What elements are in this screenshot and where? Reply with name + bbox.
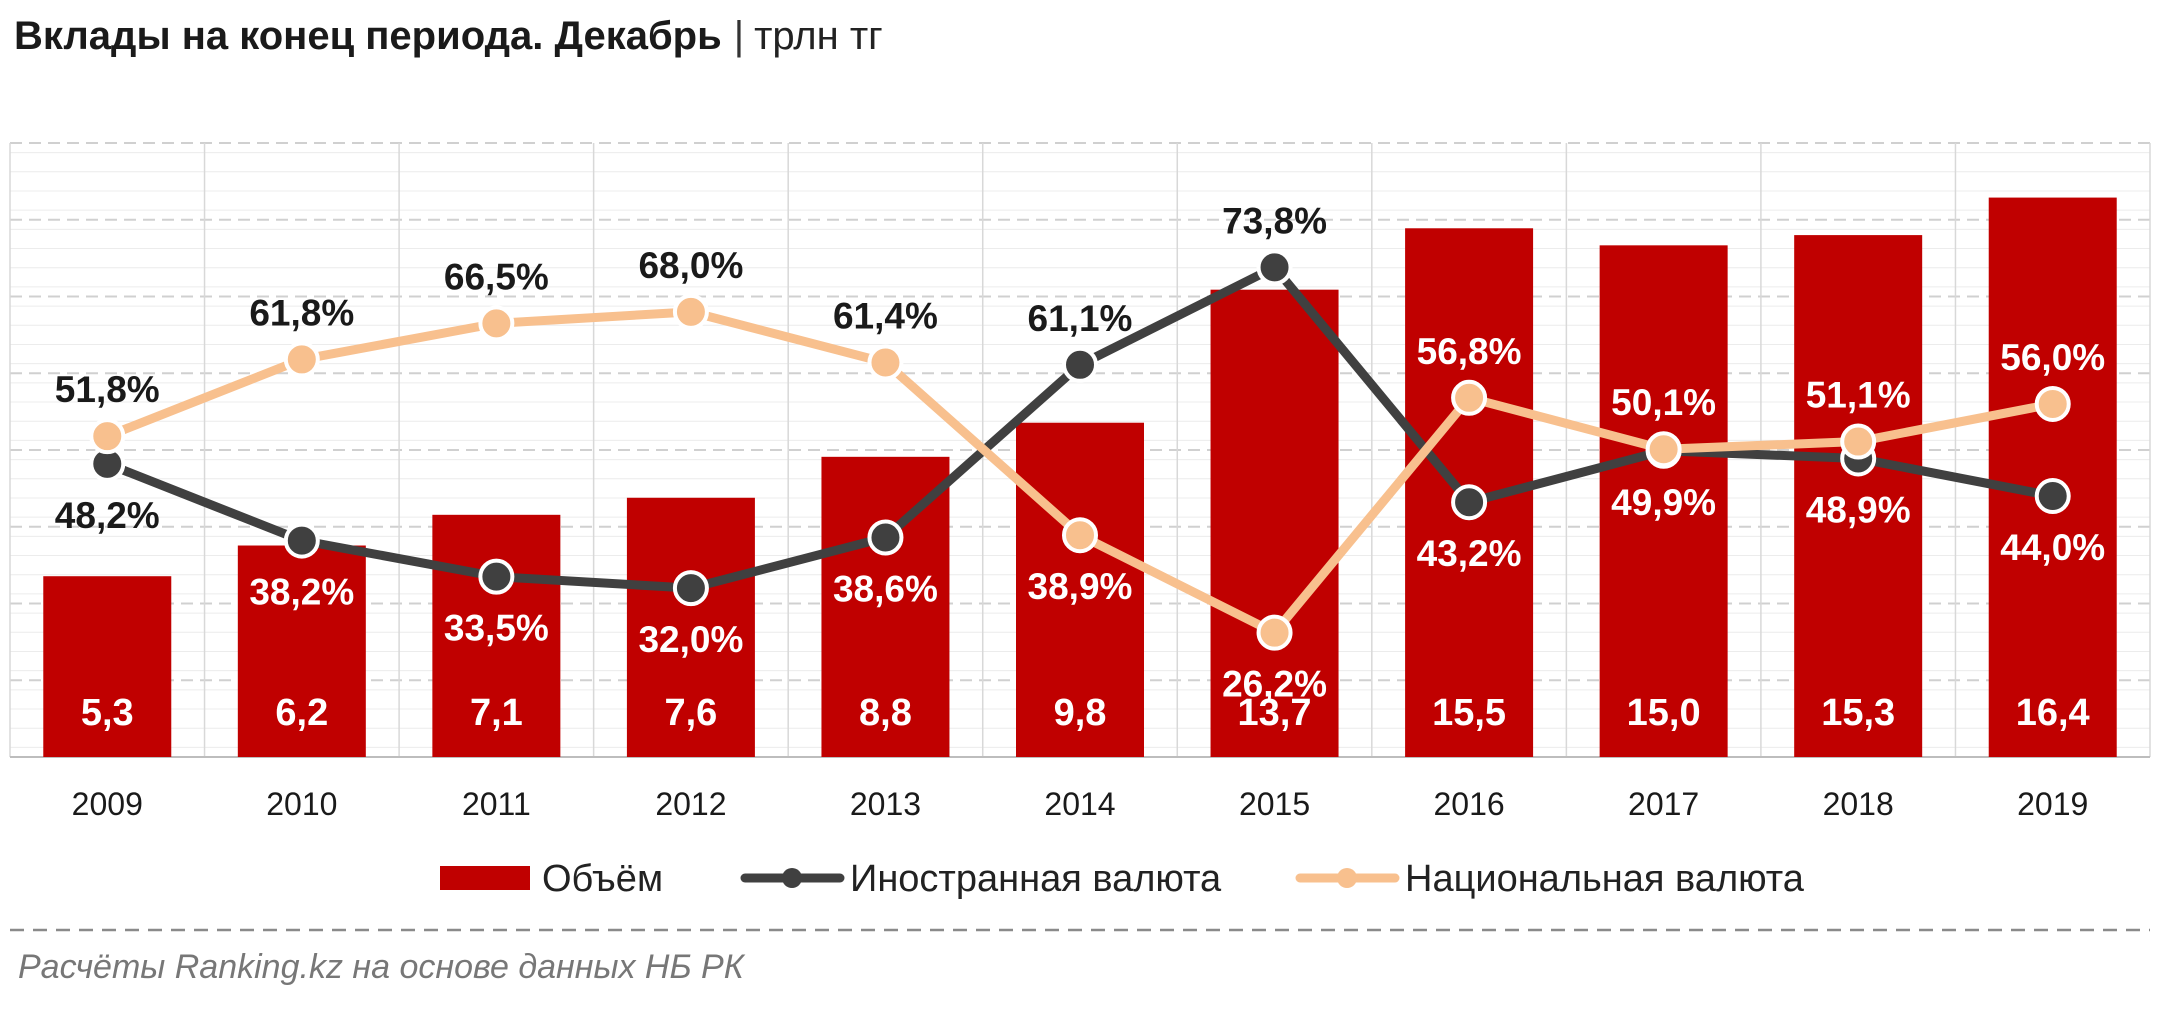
x-tick-2018: 2018 bbox=[1823, 786, 1894, 822]
bar-value-label-2010: 6,2 bbox=[275, 692, 328, 734]
title-text: Вклады на конец периода. Декабрь bbox=[14, 14, 722, 58]
bars bbox=[43, 197, 2117, 758]
bar-2015 bbox=[1210, 289, 1339, 757]
lines bbox=[89, 249, 2071, 651]
foreign-label-2011: 33,5% bbox=[444, 608, 549, 649]
bar-value-label-2015: 13,7 bbox=[1238, 692, 1312, 734]
bar-2014 bbox=[1016, 422, 1144, 757]
bar-value-label-2018: 15,3 bbox=[1821, 692, 1895, 734]
foreign-label-2012: 32,0% bbox=[638, 619, 743, 660]
foreign-label-2018: 48,9% bbox=[1806, 489, 1911, 530]
bar-value-label-2014: 9,8 bbox=[1054, 692, 1107, 734]
national-label-2019: 56,0% bbox=[2000, 337, 2105, 378]
legend-marker bbox=[1337, 868, 1357, 888]
x-tick-2012: 2012 bbox=[655, 786, 726, 822]
x-tick-2017: 2017 bbox=[1628, 786, 1699, 822]
bar-value-label-2009: 5,3 bbox=[81, 692, 134, 734]
bar-value-label-2012: 7,6 bbox=[664, 692, 717, 734]
foreign-point-2010 bbox=[283, 522, 320, 559]
national-point-2016 bbox=[1451, 379, 1488, 416]
national-point-2012 bbox=[672, 293, 709, 330]
title-separator: | bbox=[733, 14, 745, 58]
foreign-point-2019 bbox=[2034, 478, 2071, 515]
chart-title: Вклады на конец периода. Декабрь | трлн тг bbox=[14, 14, 883, 59]
national-point-2010 bbox=[283, 341, 320, 378]
foreign-point-2014 bbox=[1062, 346, 1098, 383]
national-point-2011 bbox=[478, 305, 515, 342]
foreign-label-2009: 48,2% bbox=[55, 495, 160, 536]
x-tick-2015: 2015 bbox=[1239, 786, 1310, 822]
x-tick-2014: 2014 bbox=[1044, 786, 1115, 822]
x-axis: 2009 2010 2011 2012 2013 2014 2015 2016 2017 2018… bbox=[72, 786, 2089, 822]
bar-2019 bbox=[1988, 197, 2117, 758]
bar-value-label-2013: 8,8 bbox=[859, 692, 912, 734]
national-label-2013: 61,4% bbox=[833, 296, 938, 337]
national-point-2013 bbox=[867, 344, 904, 381]
national-label-2014: 38,9% bbox=[1028, 566, 1133, 607]
legend-label: Иностранная валюта bbox=[850, 858, 1222, 900]
foreign-point-2013 bbox=[867, 519, 904, 556]
legend-item-bar: Объём bbox=[440, 858, 663, 900]
national-label-2018: 51,1% bbox=[1806, 375, 1911, 416]
source-note: Расчёты Ranking.kz на основе данных НБ Р… bbox=[18, 948, 744, 986]
foreign-label-2014: 61,1% bbox=[1028, 298, 1133, 339]
foreign-label-2016: 43,2% bbox=[1417, 533, 1522, 574]
national-point-2009 bbox=[89, 418, 126, 455]
bar-value-label-2017: 15,0 bbox=[1627, 692, 1701, 734]
bar-value-label-2019: 16,4 bbox=[2016, 692, 2090, 734]
bar-2009 bbox=[43, 576, 172, 757]
national-point-2015 bbox=[1256, 614, 1293, 651]
bar-value-label-2011: 7,1 bbox=[470, 692, 523, 734]
legend: Объём Иностранная валюта Национальная валю… bbox=[440, 858, 1805, 900]
x-tick-2016: 2016 bbox=[1433, 786, 1504, 822]
foreign-label-2019: 44,0% bbox=[2000, 527, 2105, 568]
national-label-2017: 50,1% bbox=[1611, 382, 1716, 423]
x-tick-2019: 2019 bbox=[2017, 786, 2088, 822]
data-labels: 5,3 6,2 7,1 7,6 8,8 9,8 13,7 15,5 15,0 15,3 16,4 51… bbox=[55, 200, 2105, 734]
legend-label: Национальная валюта bbox=[1405, 858, 1805, 900]
bar-2012 bbox=[626, 497, 755, 757]
x-tick-2013: 2013 bbox=[850, 786, 921, 822]
x-tick-2010: 2010 bbox=[266, 786, 337, 822]
national-point-2018 bbox=[1840, 423, 1877, 460]
foreign-label-2013: 38,6% bbox=[833, 568, 938, 609]
bar-2013 bbox=[821, 456, 950, 757]
national-label-2015: 26,2% bbox=[1222, 664, 1327, 705]
x-tick-2009: 2009 bbox=[72, 786, 143, 822]
national-point-2017 bbox=[1645, 431, 1682, 468]
foreign-point-2012 bbox=[672, 570, 709, 607]
national-label-2012: 68,0% bbox=[638, 245, 743, 286]
national-label-2009: 51,8% bbox=[55, 369, 160, 410]
foreign-point-2016 bbox=[1451, 484, 1488, 521]
national-point-2019 bbox=[2034, 385, 2071, 422]
foreign-point-2011 bbox=[478, 558, 515, 595]
foreign-point-2015 bbox=[1256, 249, 1293, 286]
bar-2017 bbox=[1599, 245, 1728, 758]
foreign-label-2010: 38,2% bbox=[249, 572, 354, 613]
bar-2011 bbox=[432, 514, 561, 757]
national-label-2011: 66,5% bbox=[444, 256, 549, 297]
foreign-label-2017: 49,9% bbox=[1611, 482, 1716, 523]
national-point-2014 bbox=[1062, 517, 1098, 554]
legend-marker bbox=[782, 868, 802, 888]
bar-2018 bbox=[1794, 235, 1923, 758]
national-label-2016: 56,8% bbox=[1417, 331, 1522, 372]
national-label-2010: 61,8% bbox=[249, 292, 354, 333]
legend-label: Объём bbox=[542, 858, 663, 900]
bar-value-label-2016: 15,5 bbox=[1432, 692, 1506, 734]
x-tick-2011: 2011 bbox=[462, 786, 531, 822]
legend-swatch bbox=[440, 866, 530, 890]
foreign-label-2015: 73,8% bbox=[1222, 200, 1327, 241]
legend-item-foreign: Иностранная валюта bbox=[740, 858, 1222, 900]
unit-text: трлн тг bbox=[754, 14, 883, 58]
bar-2010 bbox=[237, 545, 366, 757]
legend-item-national: Национальная валюта bbox=[1295, 858, 1805, 900]
